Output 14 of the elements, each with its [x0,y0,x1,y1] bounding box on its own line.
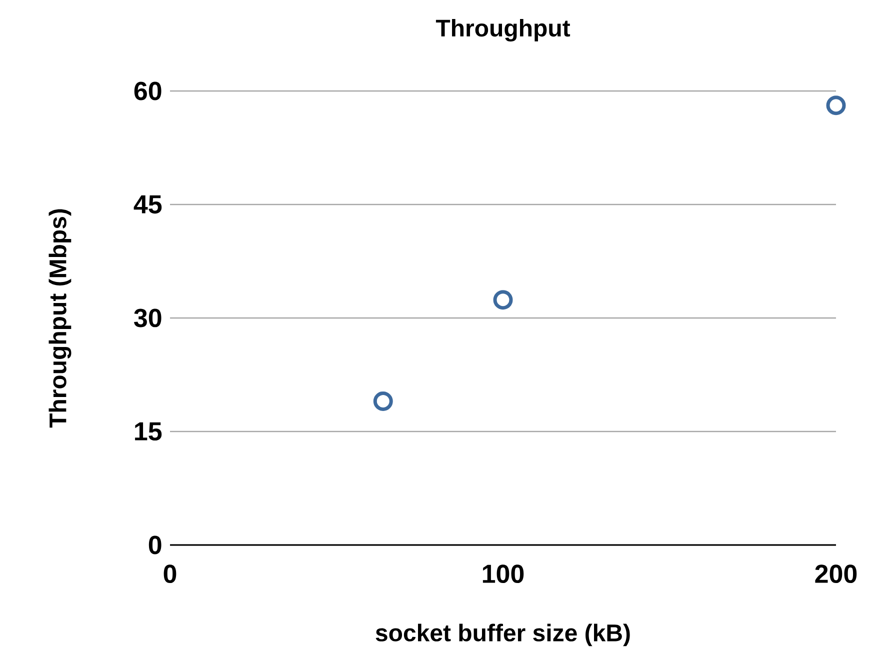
y-tick-label: 0 [148,536,162,554]
y-tick-label: 15 [135,422,162,441]
point [373,391,393,411]
x-axis-title: socket buffer size (kB) [376,624,630,646]
chart-title: Throughput [436,18,570,42]
x-tick-label: 200 [815,564,857,584]
point [493,290,513,310]
x-tick-label: 0 [164,564,176,584]
point [826,96,846,116]
y-tick-label: 45 [134,195,162,214]
y-tick-label: 30 [134,308,162,328]
y-axis-title: Throughput (Mbps) [48,209,72,428]
y-tick-label: 60 [134,82,162,100]
x-tick-label: 100 [482,564,524,584]
